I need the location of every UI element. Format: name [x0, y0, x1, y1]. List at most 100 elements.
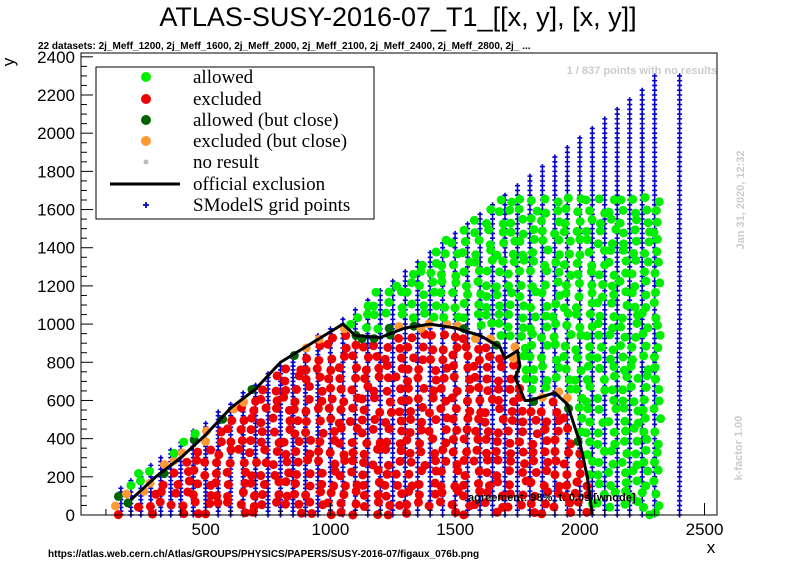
- grid-point: [502, 264, 508, 270]
- grid-point: [502, 278, 508, 284]
- excluded-point: [531, 415, 541, 425]
- grid-point: [477, 369, 483, 375]
- grid-point: [652, 73, 658, 79]
- grid-point: [627, 140, 633, 146]
- grid-point: [639, 364, 645, 370]
- grid-point: [427, 383, 433, 389]
- grid-point: [614, 421, 620, 427]
- allowed-point: [419, 290, 429, 300]
- excluded-point: [368, 460, 378, 470]
- grid-point: [577, 187, 583, 193]
- grid-point: [490, 383, 496, 389]
- grid-point: [677, 502, 683, 508]
- excluded-point: [481, 343, 491, 353]
- grid-point: [677, 87, 683, 93]
- excluded-point: [374, 372, 384, 382]
- excluded-point: [469, 361, 479, 371]
- grid-point: [390, 355, 396, 360]
- grid-point: [614, 187, 620, 193]
- allowed-point: [621, 256, 631, 266]
- grid-point: [677, 292, 683, 298]
- excluded-point: [261, 403, 271, 413]
- legend-label: SModelS grid points: [193, 195, 350, 216]
- excluded-point: [302, 353, 312, 363]
- excluded-point: [407, 481, 417, 491]
- excluded-point: [291, 447, 301, 457]
- allowed-point: [633, 418, 643, 428]
- grid-point: [677, 135, 683, 141]
- grid-point: [677, 326, 683, 332]
- excluded-point: [213, 498, 223, 508]
- excluded-point: [441, 438, 451, 448]
- allowed-point: [599, 375, 609, 385]
- excluded-point: [334, 418, 344, 428]
- excluded-point: [341, 331, 351, 341]
- grid-point: [677, 130, 683, 136]
- grid-point: [502, 250, 508, 255]
- legend-marker: [143, 159, 149, 165]
- excluded-point: [268, 413, 278, 423]
- grid-point: [602, 307, 608, 313]
- grid-point: [415, 474, 421, 480]
- excluded-point: [542, 466, 552, 476]
- excluded-point: [461, 342, 471, 352]
- allowed-point: [450, 303, 460, 313]
- grid-point: [390, 431, 396, 437]
- grid-point: [490, 273, 496, 279]
- grid-point: [490, 307, 496, 313]
- grid-point: [639, 178, 645, 184]
- excluded-point: [268, 460, 278, 470]
- allowed-point: [609, 371, 619, 381]
- excluded-point: [223, 491, 233, 501]
- allowed-point: [542, 322, 552, 332]
- allowed-point: [574, 292, 584, 302]
- grid-point: [652, 187, 658, 193]
- excluded-point: [374, 363, 384, 373]
- legend-marker: [141, 115, 151, 125]
- grid-point: [514, 278, 520, 284]
- grid-point: [677, 273, 683, 279]
- grid-point: [639, 164, 645, 170]
- allowed-point: [561, 280, 571, 290]
- grid-point: [589, 183, 595, 189]
- allowed-point: [461, 281, 471, 291]
- grid-point: [677, 393, 683, 399]
- allowed-point: [505, 205, 515, 215]
- grid-point: [402, 402, 408, 408]
- allowed-point: [607, 239, 617, 249]
- grid-point: [527, 469, 533, 475]
- excluded-point: [397, 426, 407, 436]
- grid-point: [627, 321, 633, 327]
- grid-point: [602, 426, 608, 432]
- allowed-point: [519, 301, 529, 311]
- allowed-point: [504, 281, 514, 291]
- grid-point: [614, 331, 620, 337]
- grid-point: [614, 111, 620, 117]
- grid-point: [614, 106, 620, 112]
- allowed-point: [642, 434, 652, 444]
- excluded-point: [470, 372, 480, 382]
- grid-point: [627, 240, 633, 246]
- grid-point: [627, 173, 633, 179]
- grid-point: [589, 226, 595, 232]
- allowed-point: [575, 216, 585, 226]
- grid-point: [677, 355, 683, 360]
- grid-point: [639, 130, 645, 136]
- grid-point: [502, 393, 508, 399]
- excluded-point: [359, 490, 369, 500]
- grid-point: [402, 483, 408, 489]
- allowed-point: [653, 465, 663, 475]
- grid-point: [427, 421, 433, 427]
- excluded-point: [496, 362, 506, 372]
- excluded-point: [395, 500, 405, 510]
- grid-point: [602, 164, 608, 170]
- grid-point: [639, 106, 645, 112]
- grid-point: [677, 121, 683, 127]
- allowed-point: [653, 320, 663, 330]
- allowed-point: [607, 298, 617, 308]
- allowed-point: [507, 288, 517, 298]
- excluded-point: [246, 478, 256, 488]
- allowed-point: [190, 429, 200, 439]
- grid-point: [652, 498, 658, 504]
- allowed-point: [470, 257, 480, 267]
